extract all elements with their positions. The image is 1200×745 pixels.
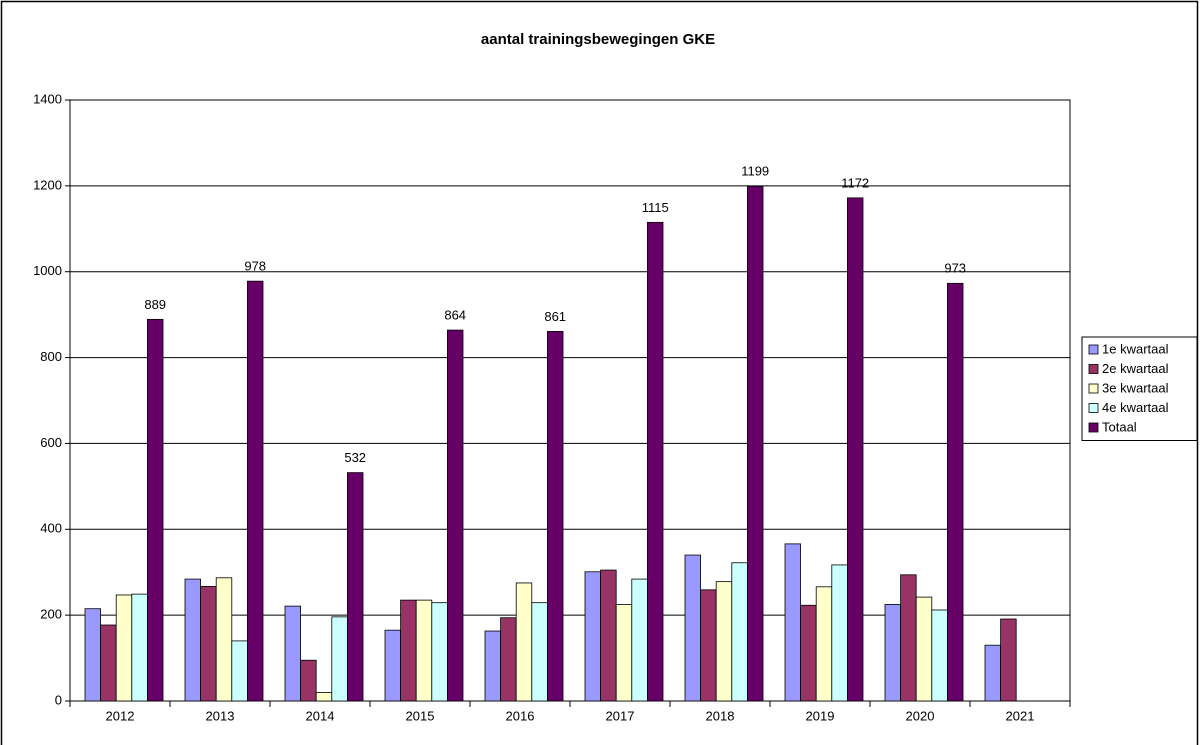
bar: [315, 692, 333, 702]
bar: [531, 602, 548, 702]
bar: [246, 280, 264, 702]
bar: [884, 604, 902, 702]
bar: [515, 582, 533, 702]
data-label: 532: [344, 450, 366, 465]
bar: [331, 616, 348, 702]
bar: [200, 585, 217, 702]
bar: [984, 644, 1002, 702]
data-label: 978: [244, 259, 266, 274]
bar: [684, 554, 702, 702]
bar: [215, 577, 233, 702]
x-tick-label: 2017: [606, 708, 635, 723]
legend-swatch: [1088, 383, 1099, 394]
bar: [131, 593, 148, 702]
bar: [731, 562, 748, 702]
y-tick-label: 0: [55, 692, 62, 707]
bar: [384, 629, 402, 702]
bar: [231, 640, 248, 702]
x-tick-label: 2019: [806, 708, 835, 723]
bar: [146, 318, 164, 702]
x-tick-label: 2013: [206, 708, 235, 723]
x-tick-label: 2018: [706, 708, 735, 723]
legend-box: [1081, 336, 1198, 441]
bar: [284, 605, 302, 702]
bar: [947, 282, 964, 702]
bar: [831, 564, 848, 702]
bar: [584, 571, 602, 702]
data-label: 1199: [741, 164, 769, 179]
y-tick-label: 1400: [33, 91, 62, 106]
x-tick-label: 2016: [506, 708, 535, 723]
data-label: 889: [144, 297, 166, 312]
bar: [747, 185, 764, 702]
legend-swatch: [1088, 422, 1099, 433]
y-tick-label: 200: [40, 607, 62, 622]
bar: [100, 624, 117, 702]
bar: [631, 578, 648, 702]
bar: [115, 594, 133, 702]
bar: [700, 589, 717, 702]
legend-label: 1e kwartaal: [1102, 341, 1169, 356]
data-label: 973: [944, 261, 966, 276]
bar: [647, 221, 664, 702]
bar: [184, 578, 202, 702]
bar: [431, 602, 448, 702]
legend-label: Totaal: [1102, 419, 1137, 434]
bar: [715, 581, 733, 702]
bar: [615, 604, 633, 702]
bar: [500, 617, 517, 702]
y-tick-label: 1200: [33, 177, 62, 192]
legend-swatch: [1088, 344, 1099, 355]
bar: [847, 197, 864, 702]
legend-swatch: [1088, 403, 1099, 413]
bar: [915, 596, 933, 702]
bar: [800, 604, 817, 702]
bar: [446, 329, 464, 702]
y-tick-label: 600: [40, 435, 62, 450]
data-label: 1115: [642, 200, 669, 215]
bar: [84, 608, 102, 702]
x-tick-label: 2015: [406, 708, 435, 723]
data-label: 864: [444, 308, 466, 323]
bar: [547, 330, 564, 702]
y-tick-label: 400: [40, 521, 62, 536]
y-tick-label: 800: [40, 349, 62, 364]
x-tick-label: 2020: [906, 708, 935, 723]
legend-label: 3e kwartaal: [1102, 380, 1169, 395]
bar: [600, 569, 617, 702]
x-tick-label: 2021: [1006, 708, 1035, 723]
x-tick-label: 2014: [306, 708, 335, 723]
bar: [484, 630, 502, 702]
legend-swatch: [1088, 364, 1099, 374]
legend-label: 4e kwartaal: [1102, 400, 1169, 415]
bar: [931, 609, 948, 702]
bar: [815, 586, 833, 702]
y-tick-label: 1000: [33, 263, 62, 278]
data-label: 1172: [841, 175, 869, 190]
x-tick-label: 2012: [106, 708, 135, 723]
data-label: 861: [544, 309, 566, 324]
legend-label: 2e kwartaal: [1102, 361, 1169, 376]
bar: [784, 543, 802, 702]
bar: [900, 574, 917, 702]
bar: [400, 599, 417, 702]
bar: [300, 659, 317, 702]
bar: [415, 599, 433, 702]
bar: [346, 472, 364, 702]
chart-title: aantal trainingsbewegingen GKE: [481, 31, 715, 48]
bar: [1000, 618, 1017, 702]
